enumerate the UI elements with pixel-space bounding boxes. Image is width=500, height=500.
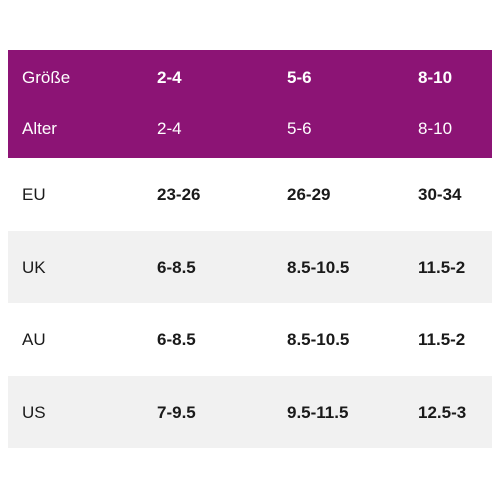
table-cell: 8.5-10.5 (287, 330, 350, 349)
table-row: UK 6-8.5 8.5-10.5 11.5-2 (8, 230, 492, 303)
row-label: EU (22, 185, 46, 204)
row-label: Alter (22, 119, 57, 138)
header-cell: 5-6 (287, 68, 312, 87)
table-cell: 11.5-2 (418, 330, 466, 349)
table-cell: 6-8.5 (157, 257, 196, 277)
header-cell: 5-6 (287, 119, 312, 138)
row-label: Größe (22, 68, 71, 87)
table-cell: 9.5-11.5 (287, 402, 349, 422)
table-cell: 7-9.5 (157, 402, 196, 422)
row-label: AU (22, 330, 46, 349)
table-cell: 11.5-2 (418, 257, 466, 277)
table-cell: 8.5-10.5 (287, 257, 350, 277)
table-cell: 6-8.5 (157, 330, 196, 349)
table-header: Größe 2-4 5-6 8-10 Alter 2-4 5-6 8-10 (8, 50, 492, 158)
header-cell: 2-4 (157, 119, 182, 138)
table-cell: 26-29 (287, 185, 331, 204)
table-row: AU 6-8.5 8.5-10.5 11.5-2 (8, 303, 492, 376)
table-row: EU 23-26 26-29 30-34 (8, 158, 492, 231)
table-cell: 23-26 (157, 185, 201, 204)
header-cell: 8-10 (418, 68, 453, 87)
row-label: UK (22, 257, 46, 277)
header-cell: 2-4 (157, 68, 182, 87)
table-cell: 12.5-3 (418, 402, 467, 422)
header-cell: 8-10 (418, 119, 453, 138)
row-label: US (22, 402, 46, 422)
table-row: US 7-9.5 9.5-11.5 12.5-3 (8, 375, 492, 448)
table-cell: 30-34 (418, 185, 462, 204)
